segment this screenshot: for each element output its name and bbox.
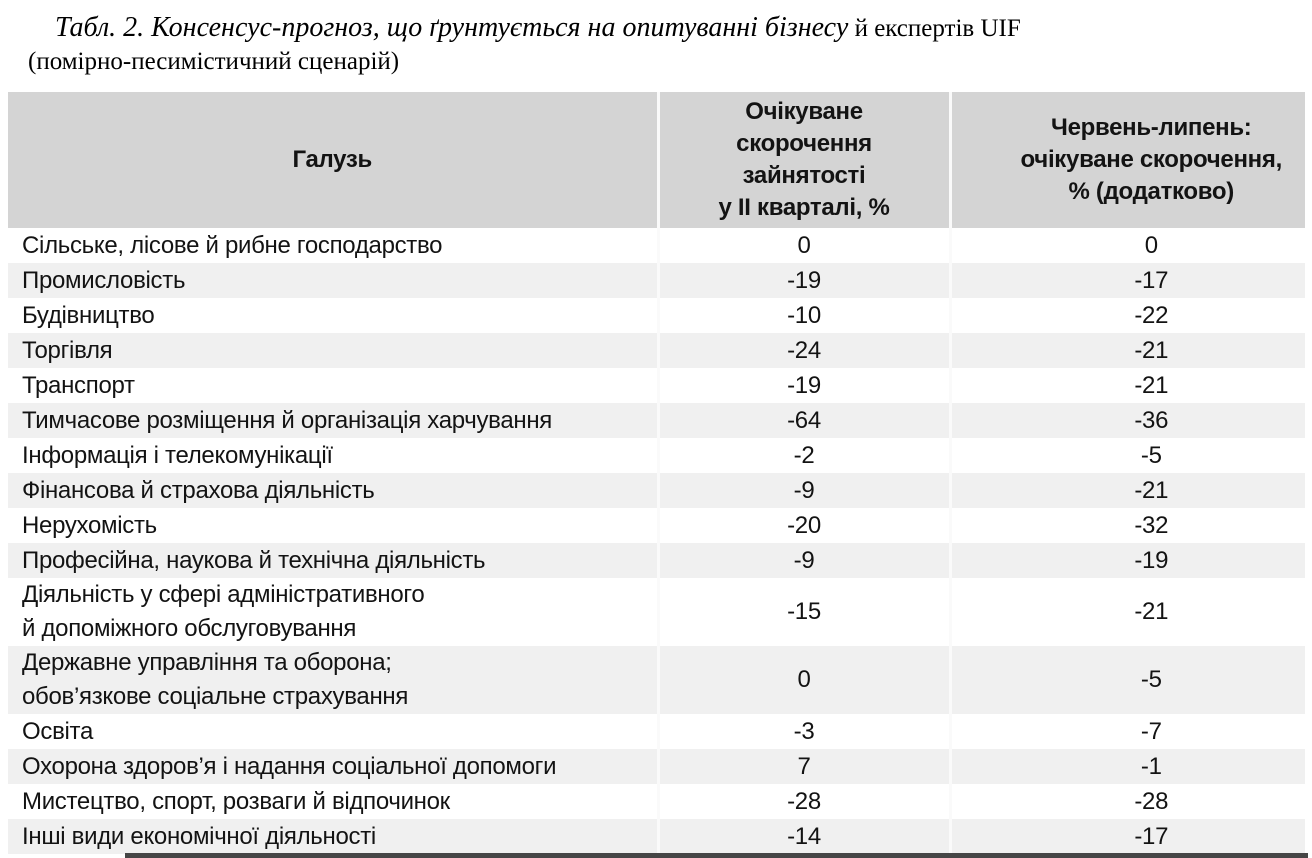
jun-jul-value-cell: -21 xyxy=(948,333,1305,368)
q2-value-cell: -10 xyxy=(656,298,950,333)
q2-value-cell: 7 xyxy=(656,749,950,784)
table-row: Мистецтво, спорт, розваги й відпочинок -2… xyxy=(8,784,1305,819)
caption-regular-text: й експертів UIF xyxy=(848,15,1021,42)
q2-value-cell: -9 xyxy=(656,473,950,508)
jun-jul-value-cell: -22 xyxy=(948,298,1305,333)
q2-value-cell: -20 xyxy=(656,508,950,543)
industry-cell: Освіта xyxy=(22,717,94,745)
q2-value-cell: 0 xyxy=(656,646,950,714)
q2-value-cell: -19 xyxy=(656,263,950,298)
header-q2-reduction: Очікуване скорочення зайнятості у ІІ ква… xyxy=(656,92,950,228)
jun-jul-value-cell: -7 xyxy=(948,714,1305,749)
table-row: Промисловість -19 -17 xyxy=(8,263,1305,298)
jun-jul-value-cell: 0 xyxy=(948,228,1305,263)
table-row: Інформація і телекомунікації -2 -5 xyxy=(8,438,1305,473)
table-row: Фінансова й страхова діяльність -9 -21 xyxy=(8,473,1305,508)
bottom-cutoff-bar xyxy=(125,853,1308,858)
table-row: Інші види економічної діяльності -14 -17 xyxy=(8,819,1305,854)
table-row: Професійна, наукова й технічна діяльніст… xyxy=(8,543,1305,578)
jun-jul-value-cell: -21 xyxy=(948,578,1305,646)
industry-cell: Інформація і телекомунікації xyxy=(22,441,333,469)
table-row: Тимчасове розміщення й організація харчу… xyxy=(8,403,1305,438)
industry-cell: Мистецтво, спорт, розваги й відпочинок xyxy=(22,787,450,815)
q2-value-cell: -15 xyxy=(656,578,950,646)
caption-italic-text: Табл. 2. Консенсус-прогноз, що ґрунтуєть… xyxy=(55,12,849,43)
industry-cell: Промисловість xyxy=(22,266,186,294)
table-body: Сільське, лісове й рибне господарство 0 0 П… xyxy=(8,228,1305,854)
table-row: Державне управління та оборона; обов’язк… xyxy=(8,646,1305,714)
table-row: Торгівля -24 -21 xyxy=(8,333,1305,368)
jun-jul-value-cell: -5 xyxy=(948,646,1305,714)
jun-jul-value-cell: -17 xyxy=(948,263,1305,298)
table-row: Охорона здоров’я і надання соціальної до… xyxy=(8,749,1305,784)
header-industry: Галузь xyxy=(8,92,658,228)
industry-cell: Діяльність у сфері адміністративного й д… xyxy=(22,581,425,642)
table-caption: Табл. 2. Консенсус-прогноз, що ґрунтуєть… xyxy=(0,0,1312,78)
jun-jul-value-cell: -21 xyxy=(948,473,1305,508)
industry-cell: Охорона здоров’я і надання соціальної до… xyxy=(22,752,557,780)
table-row: Діяльність у сфері адміністративного й д… xyxy=(8,578,1305,646)
table-row: Сільське, лісове й рибне господарство 0 0 xyxy=(8,228,1305,263)
jun-jul-value-cell: -36 xyxy=(948,403,1305,438)
q2-value-cell: -2 xyxy=(656,438,950,473)
q2-value-cell: -28 xyxy=(656,784,950,819)
q2-value-cell: -24 xyxy=(656,333,950,368)
jun-jul-value-cell: -28 xyxy=(948,784,1305,819)
jun-jul-value-cell: -32 xyxy=(948,508,1305,543)
table-row: Нерухомість -20 -32 xyxy=(8,508,1305,543)
table-row: Освіта -3 -7 xyxy=(8,714,1305,749)
industry-cell: Інші види економічної діяльності xyxy=(22,822,376,850)
jun-jul-value-cell: -1 xyxy=(948,749,1305,784)
industry-cell: Фінансова й страхова діяльність xyxy=(22,476,375,504)
table-header-row: Галузь Очікуване скорочення зайнятості у… xyxy=(8,92,1305,228)
industry-cell: Будівництво xyxy=(22,301,155,329)
forecast-table: Галузь Очікуване скорочення зайнятості у… xyxy=(8,92,1305,854)
jun-jul-value-cell: -5 xyxy=(948,438,1305,473)
header-jun-jul-reduction: Червень-липень: очікуване скорочення, % … xyxy=(948,92,1305,228)
table-row: Будівництво -10 -22 xyxy=(8,298,1305,333)
jun-jul-value-cell: -21 xyxy=(948,368,1305,403)
industry-cell: Торгівля xyxy=(22,336,113,364)
caption-line-2: (помірно-песимістичний сценарій) xyxy=(28,48,400,75)
q2-value-cell: -14 xyxy=(656,819,950,854)
industry-cell: Транспорт xyxy=(22,371,135,399)
industry-cell: Професійна, наукова й технічна діяльніст… xyxy=(22,546,486,574)
q2-value-cell: 0 xyxy=(656,228,950,263)
industry-cell: Нерухомість xyxy=(22,511,157,539)
q2-value-cell: -64 xyxy=(656,403,950,438)
industry-cell: Тимчасове розміщення й організація харчу… xyxy=(22,406,552,434)
q2-value-cell: -9 xyxy=(656,543,950,578)
caption-line-1: Табл. 2. Консенсус-прогноз, що ґрунтуєть… xyxy=(28,11,1292,45)
industry-cell: Сільське, лісове й рибне господарство xyxy=(22,231,443,259)
jun-jul-value-cell: -19 xyxy=(948,543,1305,578)
table-row: Транспорт -19 -21 xyxy=(8,368,1305,403)
jun-jul-value-cell: -17 xyxy=(948,819,1305,854)
q2-value-cell: -3 xyxy=(656,714,950,749)
q2-value-cell: -19 xyxy=(656,368,950,403)
industry-cell: Державне управління та оборона; обов’язк… xyxy=(22,649,409,710)
